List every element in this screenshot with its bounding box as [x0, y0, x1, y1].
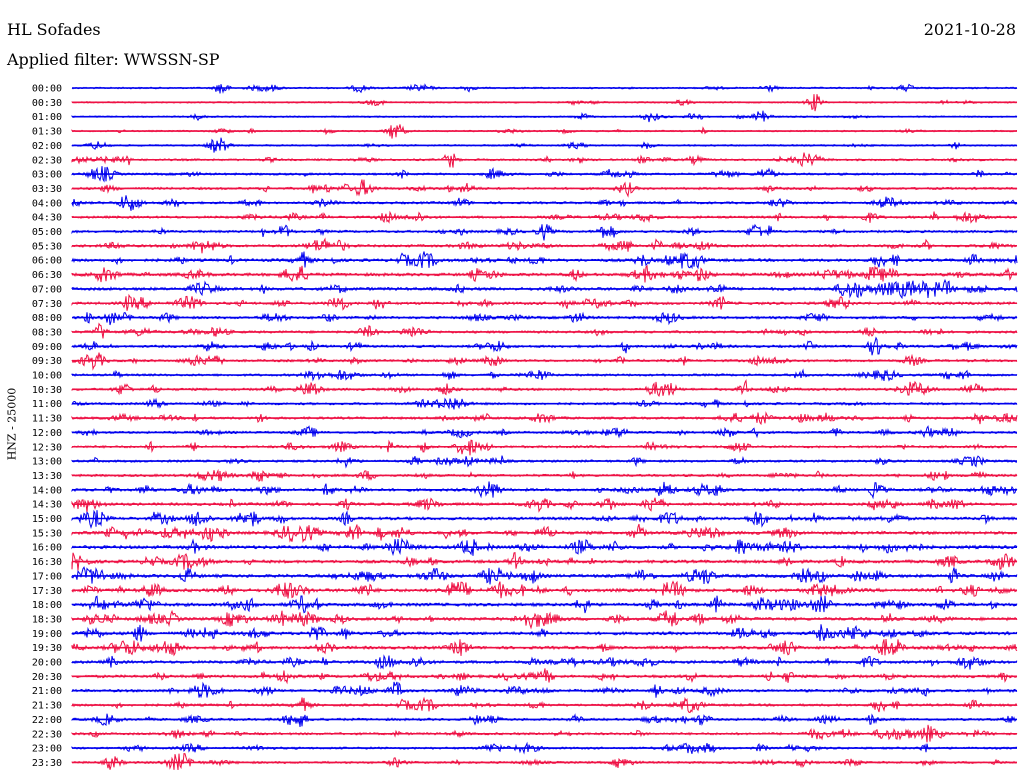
row-tick-label: 15:30 — [32, 528, 62, 539]
station-title: HL Sofades — [7, 20, 101, 39]
tick-labels-group: 00:00 00:30 01:00 01:30 02:00 02:30 03:00 03:30… — [32, 84, 62, 769]
row-tick-label: 04:30 — [32, 213, 62, 224]
row-tick-label: 08:30 — [32, 327, 62, 338]
row-tick-label: 07:30 — [32, 299, 62, 310]
row-tick-label: 05:30 — [32, 241, 62, 252]
trace-line — [71, 509, 1018, 530]
row-tick-label: 03:30 — [32, 184, 62, 195]
trace-line — [71, 293, 1018, 311]
row-tick-label: 08:00 — [32, 313, 62, 324]
row-tick-label: 17:00 — [32, 571, 62, 582]
row-tick-label: 22:30 — [32, 729, 62, 740]
row-tick-label: 23:30 — [32, 758, 62, 769]
row-tick-label: 02:30 — [32, 155, 62, 166]
row-tick-label: 09:30 — [32, 356, 62, 367]
row-tick-label: 01:30 — [32, 127, 62, 138]
row-tick-label: 06:00 — [32, 256, 62, 267]
row-tick-label: 12:00 — [32, 428, 62, 439]
row-tick-label: 12:30 — [32, 442, 62, 453]
row-tick-label: 19:30 — [32, 643, 62, 654]
trace-line — [71, 551, 1018, 571]
row-tick-label: 10:30 — [32, 385, 62, 396]
trace-line — [71, 378, 1018, 397]
row-tick-label: 13:00 — [32, 457, 62, 468]
row-tick-label: 19:00 — [32, 629, 62, 640]
row-tick-label: 14:30 — [32, 500, 62, 511]
row-tick-label: 02:00 — [32, 141, 62, 152]
trace-line — [71, 278, 1018, 300]
traces-group — [71, 83, 1018, 771]
row-tick-label: 04:00 — [32, 198, 62, 209]
row-tick-label: 22:00 — [32, 715, 62, 726]
row-tick-label: 16:00 — [32, 543, 62, 554]
date-label: 2021-10-28 — [923, 20, 1016, 39]
row-tick-label: 13:30 — [32, 471, 62, 482]
trace-line — [71, 681, 1018, 699]
filter-label: Applied filter: WWSSN-SP — [7, 50, 220, 69]
row-tick-label: 09:00 — [32, 342, 62, 353]
trace-line — [71, 223, 1018, 241]
row-tick-label: 23:00 — [32, 744, 62, 755]
trace-line — [71, 311, 1018, 326]
row-tick-label: 18:30 — [32, 614, 62, 625]
trace-line — [71, 439, 1017, 456]
row-tick-label: 11:00 — [32, 399, 62, 410]
row-tick-label: 05:00 — [32, 227, 62, 238]
row-tick-label: 10:00 — [32, 371, 62, 382]
row-tick-label: 16:30 — [32, 557, 62, 568]
trace-line — [71, 713, 1018, 728]
row-tick-label: 00:30 — [32, 98, 62, 109]
row-tick-label: 03:00 — [32, 170, 62, 181]
row-tick-label: 07:00 — [32, 284, 62, 295]
row-tick-label: 20:30 — [32, 672, 62, 683]
row-tick-label: 00:00 — [32, 84, 62, 95]
row-tick-label: 20:00 — [32, 658, 62, 669]
row-tick-label: 17:30 — [32, 586, 62, 597]
trace-line — [71, 497, 1018, 513]
row-tick-label: 21:00 — [32, 686, 62, 697]
row-tick-label: 18:00 — [32, 600, 62, 611]
row-tick-label: 01:00 — [32, 112, 62, 123]
row-tick-label: 15:00 — [32, 514, 62, 525]
row-tick-label: 21:30 — [32, 701, 62, 712]
row-tick-label: 14:00 — [32, 485, 62, 496]
row-tick-label: 06:30 — [32, 270, 62, 281]
trace-line — [71, 322, 1018, 339]
row-tick-label: 11:30 — [32, 414, 62, 425]
trace-line — [71, 83, 1018, 94]
